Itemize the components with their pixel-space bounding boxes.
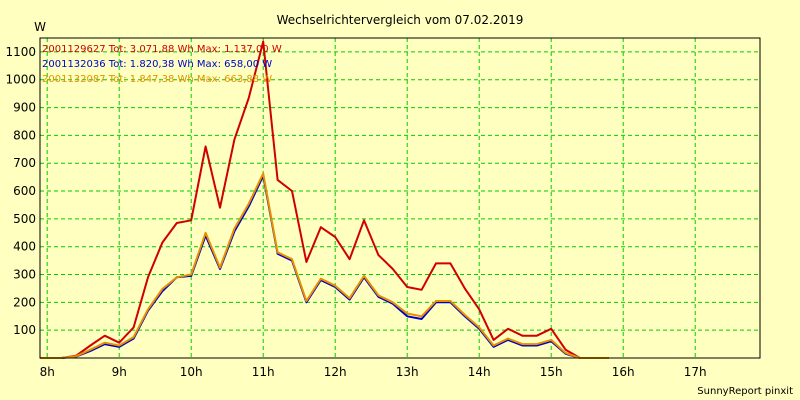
legend-entry: 2001129627 Tot: 3.071,88 Wh Max: 1.137,0… bbox=[42, 44, 282, 55]
y-tick-label: 800 bbox=[13, 128, 36, 142]
x-tick-label: 14h bbox=[468, 365, 491, 379]
y-tick-label: 300 bbox=[13, 268, 36, 282]
x-tick-label: 8h bbox=[40, 365, 55, 379]
x-tick-label: 15h bbox=[540, 365, 563, 379]
y-tick-label: 400 bbox=[13, 240, 36, 254]
x-tick-label: 12h bbox=[324, 365, 347, 379]
x-tick-label: 10h bbox=[180, 365, 203, 379]
y-tick-label: 100 bbox=[13, 323, 36, 337]
y-tick-label: 600 bbox=[13, 184, 36, 198]
y-axis-label: W bbox=[34, 20, 46, 34]
series-lines bbox=[40, 40, 609, 359]
plot-frame bbox=[39, 37, 761, 359]
series-line-3 bbox=[40, 172, 609, 359]
x-tick-label: 11h bbox=[252, 365, 275, 379]
y-tick-label: 500 bbox=[13, 212, 36, 226]
x-tick-label: 16h bbox=[612, 365, 635, 379]
legend-entry: 2001132036 Tot: 1.820,38 Wh Max: 658,00 … bbox=[42, 59, 272, 70]
x-tick-labels: 8h 9h 10h 11h 12h 13h 14h 15h 16h 17h bbox=[40, 365, 707, 379]
x-tick-label: 17h bbox=[684, 365, 707, 379]
y-tick-label: 1100 bbox=[5, 45, 36, 59]
legend: 2001129627 Tot: 3.071,88 Wh Max: 1.137,0… bbox=[42, 44, 282, 85]
y-tick-labels: 100 200 300 400 500 600 700 800 900 1000 1100 bbox=[5, 45, 36, 337]
legend-entry: 2001132087 Tot: 1.847,38 Wh Max: 663,88 … bbox=[42, 74, 272, 85]
y-tick-label: 1000 bbox=[5, 73, 36, 87]
x-tick-label: 13h bbox=[396, 365, 419, 379]
y-tick-label: 200 bbox=[13, 295, 36, 309]
chart-title: Wechselrichtervergleich vom 07.02.2019 bbox=[277, 13, 524, 27]
plot-border bbox=[39, 37, 761, 359]
y-tick-label: 700 bbox=[13, 156, 36, 170]
x-tick-label: 9h bbox=[112, 365, 127, 379]
y-tick-label: 900 bbox=[13, 101, 36, 115]
series-line-1 bbox=[40, 40, 609, 359]
footer-credit: SunnyReport pinxit bbox=[697, 386, 793, 397]
